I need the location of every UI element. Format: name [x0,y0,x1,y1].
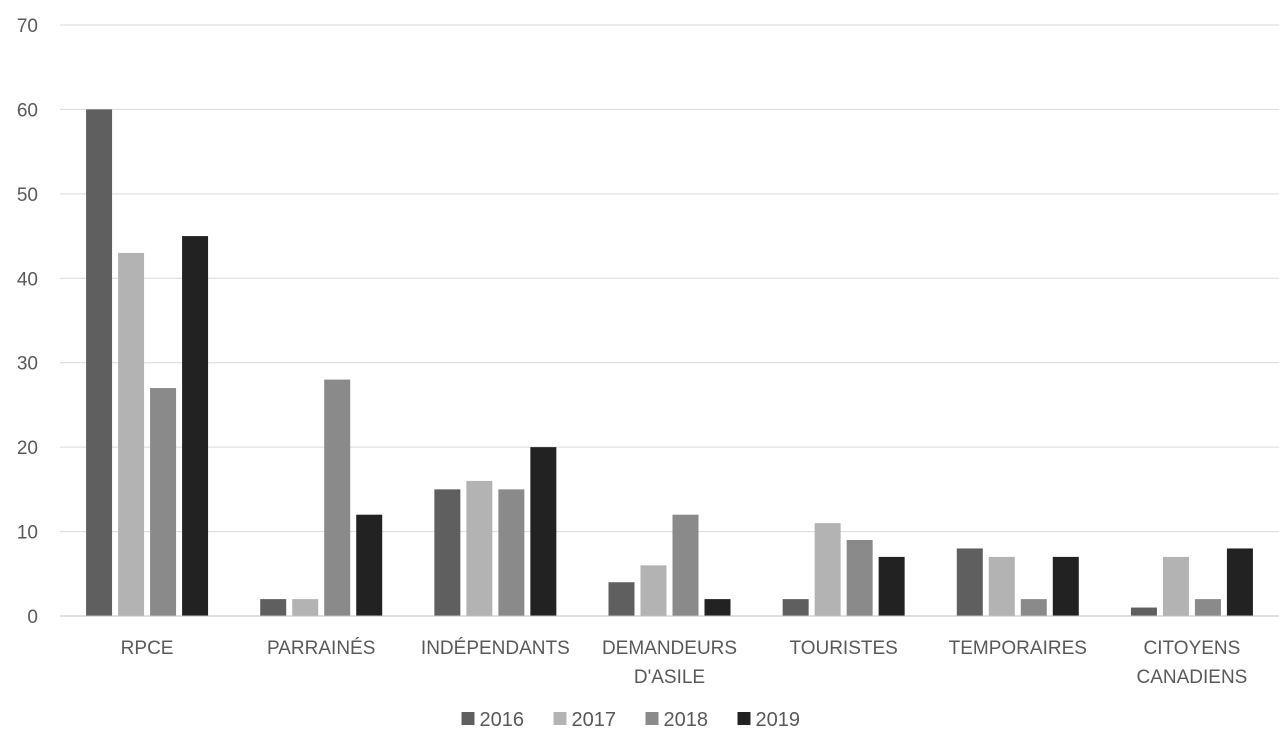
x-category-label: RPCE [121,638,174,659]
bar-2018-touristes [846,540,873,616]
legend-swatch [645,712,659,725]
legend-item-2016: 2016 [461,709,525,731]
bar-2017-demandeurs-d'asile [640,565,667,616]
y-tick-label: 70 [17,16,38,37]
bars [86,109,1253,617]
bar-2016-touristes [782,599,809,616]
bar-2019-indépendants [530,447,557,616]
y-tick-label: 30 [17,354,38,375]
legend-swatch [737,712,751,725]
bar-2016-parrainés [260,599,287,616]
gridlines [60,24,1279,533]
legend: 2016 2017 2018 2019 [461,709,801,731]
bar-2018-parrainés [324,379,351,616]
x-category-label: INDÉPENDANTS [421,638,570,659]
x-axis-category-labels: RPCE PARRAINÉS INDÉPENDANTS DEMANDEURS D'ASI… [121,638,1248,688]
legend-label: 2019 [756,709,801,731]
bar-2016-indépendants [434,489,461,616]
legend-swatch [553,712,567,725]
bar-2017-touristes [814,523,841,616]
y-tick-label: 50 [17,185,38,206]
y-tick-label: 60 [17,100,38,121]
bar-2017-citoyens-canadiens [1162,556,1189,616]
x-category-label: PARRAINÉS [267,638,375,659]
bar-2016-citoyens-canadiens [1130,607,1157,616]
bar-2018-citoyens-canadiens [1194,599,1221,616]
bar-2019-parrainés [356,514,383,616]
y-axis-tick-labels: 0 10 20 30 40 50 60 70 [17,16,38,628]
bar-2016-demandeurs-d'asile [608,582,635,616]
y-tick-label: 40 [17,269,38,290]
y-tick-label: 20 [17,438,38,459]
legend-item-2018: 2018 [645,709,709,731]
bar-2018-temporaires [1020,599,1047,616]
bar-2017-parrainés [292,599,319,616]
legend-label: 2018 [664,709,709,731]
bar-2019-touristes [878,556,905,616]
bar-2017-temporaires [988,556,1015,616]
bar-2018-indépendants [498,489,525,616]
bar-2018-demandeurs-d'asile [672,514,699,616]
x-category-label: TOURISTES [789,638,897,659]
x-category-label: TEMPORAIRES [949,638,1087,659]
legend-item-2019: 2019 [737,709,801,731]
legend-label: 2017 [572,709,617,731]
y-tick-label: 10 [17,523,38,544]
x-category-label: CITOYENS CANADIENS [1136,638,1247,688]
bar-2018-rpce [150,388,177,616]
y-tick-label: 0 [27,607,38,628]
bar-2019-rpce [182,236,209,617]
bar-2019-demandeurs-d'asile [704,599,731,616]
x-category-label: DEMANDEURS D'ASILE [602,638,737,688]
legend-swatch [461,712,475,725]
bar-2017-rpce [118,252,145,616]
bar-2017-indépendants [466,480,493,616]
legend-item-2017: 2017 [553,709,617,731]
legend-label: 2016 [480,709,525,731]
bar-2019-citoyens-canadiens [1226,548,1253,616]
bar-2019-temporaires [1052,556,1079,616]
bar-2016-temporaires [956,548,983,616]
bar-2016-rpce [86,109,113,616]
